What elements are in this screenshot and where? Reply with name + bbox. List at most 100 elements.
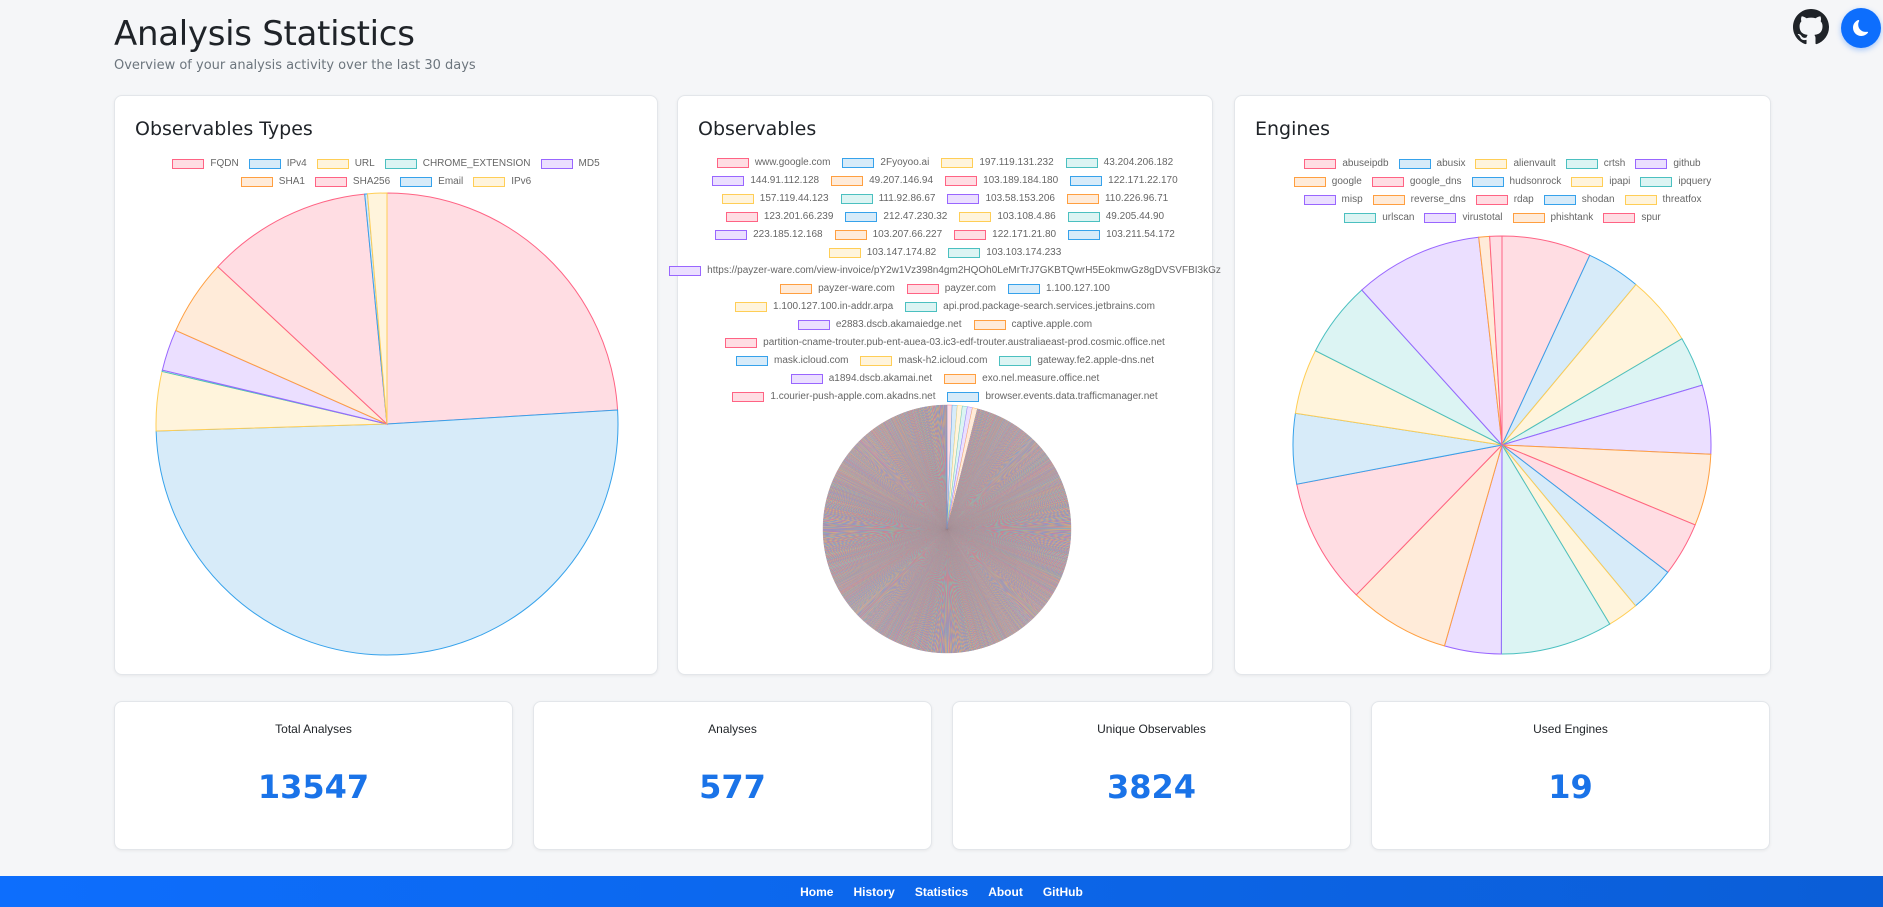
footer-link-about[interactable]: About — [988, 884, 1023, 899]
github-icon[interactable] — [1793, 9, 1829, 45]
legend-item[interactable]: reverse_dns — [1372, 192, 1466, 208]
legend-swatch — [860, 356, 893, 366]
pie-slice[interactable] — [217, 193, 388, 426]
legend-item[interactable]: 2Fyoyoo.ai — [842, 155, 929, 171]
legend-swatch — [905, 302, 938, 312]
legend-item[interactable]: FQDN — [172, 156, 239, 172]
pie-slice[interactable] — [1489, 235, 1503, 446]
legend-item[interactable]: gateway.fe2.apple-dns.net — [999, 353, 1154, 369]
legend-item[interactable]: hudsonrock — [1471, 174, 1561, 190]
legend-item[interactable]: e2883.dscb.akamaiedge.net — [797, 317, 962, 333]
legend-item[interactable]: 103.103.174.233 — [948, 245, 1061, 261]
legend-item[interactable]: 223.185.12.168 — [715, 227, 823, 243]
footer-link-statistics[interactable]: Statistics — [914, 884, 969, 899]
legend-item[interactable]: partition-cname-trouter.pub-ent-auea-03.… — [725, 335, 1165, 351]
legend-item[interactable]: 103.211.54.172 — [1068, 227, 1175, 243]
pie-slice[interactable] — [1296, 444, 1504, 596]
legend-item[interactable]: threatfox — [1624, 192, 1701, 208]
pie-slice[interactable] — [386, 192, 619, 425]
legend-item[interactable]: ipapi — [1571, 174, 1630, 190]
legend-item[interactable]: mask.icloud.com — [736, 353, 848, 369]
legend-item[interactable]: 122.171.22.170 — [1070, 173, 1178, 189]
stat-value: 13547 — [257, 768, 370, 806]
legend-swatch — [831, 176, 864, 186]
legend-item[interactable]: 212.47.230.32 — [845, 209, 947, 225]
legend-item[interactable]: 103.207.66.227 — [834, 227, 942, 243]
legend-item[interactable]: payzer-ware.com — [780, 281, 895, 297]
legend-item[interactable]: 123.201.66.239 — [725, 209, 833, 225]
legend-item[interactable]: 103.189.184.180 — [945, 173, 1058, 189]
legend-item[interactable]: shodan — [1543, 192, 1615, 208]
legend-item[interactable]: www.google.com — [716, 155, 831, 171]
legend-swatch — [1571, 177, 1604, 187]
legend-item[interactable]: ipquery — [1640, 174, 1711, 190]
legend-item[interactable]: SHA256 — [314, 174, 390, 190]
legend-swatch — [828, 248, 861, 258]
legend-item[interactable]: 103.108.4.86 — [959, 209, 1056, 225]
pie-slice[interactable] — [366, 192, 388, 425]
legend-item[interactable]: spur — [1603, 210, 1661, 226]
legend-swatch — [1070, 176, 1103, 186]
legend-label: e2883.dscb.akamaiedge.net — [835, 319, 962, 330]
legend-item[interactable]: 49.205.44.90 — [1067, 209, 1164, 225]
legend-item[interactable]: github — [1635, 156, 1701, 172]
legend-item[interactable]: 43.204.206.182 — [1065, 155, 1173, 171]
legend-item[interactable]: 103.58.153.206 — [947, 191, 1055, 207]
legend-item[interactable]: alienvault — [1475, 156, 1556, 172]
footer-link-home[interactable]: Home — [800, 884, 834, 899]
pie-slice[interactable] — [1361, 236, 1503, 447]
footer-link-history[interactable]: History — [853, 884, 895, 899]
legend-item[interactable]: payzer.com — [906, 281, 996, 297]
legend-item[interactable]: captive.apple.com — [973, 317, 1092, 333]
legend-item[interactable]: mask-h2.icloud.com — [860, 353, 987, 369]
legend-item[interactable]: crtsh — [1565, 156, 1625, 172]
legend-item[interactable]: 110.226.96.71 — [1066, 191, 1168, 207]
legend-label: reverse_dns — [1410, 194, 1466, 205]
legend-item[interactable]: phishtank — [1512, 210, 1593, 226]
legend-label: www.google.com — [754, 157, 831, 168]
legend-item[interactable]: virustotal — [1424, 210, 1503, 226]
legend-item[interactable]: 157.119.44.123 — [721, 191, 829, 207]
pie-slice[interactable] — [1500, 443, 1611, 655]
legend-item[interactable]: MD5 — [540, 156, 600, 172]
legend-item[interactable]: 144.91.112.128 — [712, 173, 819, 189]
legend-item[interactable]: IPv6 — [473, 174, 531, 190]
legend-item[interactable]: 1.courier-push-apple.com.akadns.net — [732, 389, 935, 405]
legend-item[interactable]: exo.nel.measure.office.net — [944, 371, 1099, 387]
legend-label: CHROME_EXTENSION — [422, 158, 531, 169]
legend-item[interactable]: 103.147.174.82 — [828, 245, 936, 261]
legend-item[interactable]: 197.119.131.232 — [941, 155, 1054, 171]
legend-item[interactable]: abuseipdb — [1304, 156, 1389, 172]
legend-swatch — [840, 194, 873, 204]
legend-label: google_dns — [1409, 176, 1462, 187]
legend-item[interactable]: google — [1293, 174, 1362, 190]
legend-item[interactable]: URL — [316, 156, 375, 172]
legend-swatch — [1475, 159, 1508, 169]
legend-item[interactable]: api.prod.package-search.services.jetbrai… — [905, 299, 1155, 315]
theme-toggle-button[interactable] — [1841, 8, 1881, 48]
pie-slice[interactable] — [1355, 444, 1503, 647]
legend-item[interactable]: https://payzer-ware.com/view-invoice/pY2… — [669, 263, 1221, 279]
footer-link-github[interactable]: GitHub — [1042, 884, 1083, 899]
legend-item[interactable]: abusix — [1398, 156, 1465, 172]
legend-item[interactable]: IPv4 — [248, 156, 307, 172]
legend-item[interactable]: google_dns — [1371, 174, 1462, 190]
legend-item[interactable]: 111.92.86.67 — [840, 191, 935, 207]
legend-item[interactable]: rdap — [1475, 192, 1534, 208]
legend-label: urlscan — [1382, 212, 1415, 223]
legend-item[interactable]: 1.100.127.100 — [1007, 281, 1110, 297]
legend-item[interactable]: SHA1 — [240, 174, 305, 190]
legend-label: IPv4 — [286, 158, 307, 169]
legend-item[interactable]: 122.171.21.80 — [954, 227, 1056, 243]
legend-item[interactable]: misp — [1303, 192, 1363, 208]
legend-item[interactable]: Email — [400, 174, 463, 190]
legend-item[interactable]: 49.207.146.94 — [831, 173, 933, 189]
legend-item[interactable]: CHROME_EXTENSION — [384, 156, 531, 172]
legend-item[interactable]: urlscan — [1344, 210, 1414, 226]
legend-item[interactable]: browser.events.data.trafficmanager.net — [947, 389, 1158, 405]
legend-item[interactable]: a1894.dscb.akamai.net — [790, 371, 932, 387]
stat-card-unique-observables: Unique Observables 3824 — [952, 701, 1351, 850]
pie-slice[interactable] — [155, 409, 619, 656]
legend-label: 144.91.112.128 — [750, 175, 820, 186]
legend-item[interactable]: 1.100.127.100.in-addr.arpa — [735, 299, 893, 315]
